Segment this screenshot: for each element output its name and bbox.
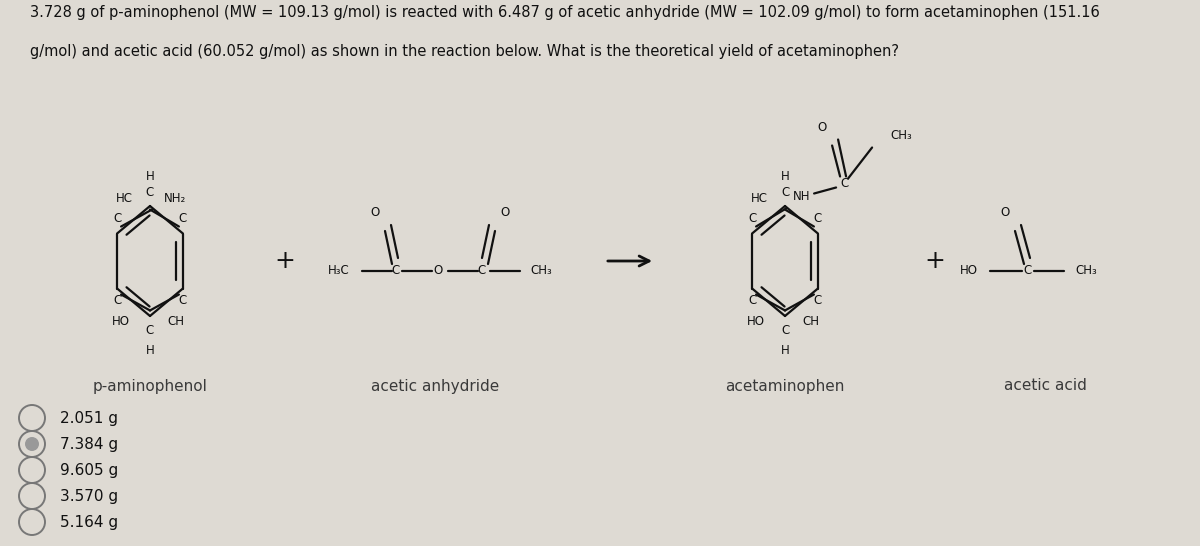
Text: HO: HO [112,315,130,328]
Text: p-aminophenol: p-aminophenol [92,378,208,394]
Text: 3.728 g of p-aminophenol (MW = 109.13 g/mol) is reacted with 6.487 g of acetic a: 3.728 g of p-aminophenol (MW = 109.13 g/… [30,5,1099,20]
Text: C: C [179,212,187,225]
Text: H: H [145,169,155,182]
Text: C: C [478,264,486,277]
Text: NH₂: NH₂ [164,192,186,205]
Text: C: C [391,264,400,277]
Text: O: O [500,206,510,219]
Text: CH₃: CH₃ [1075,264,1097,277]
Text: CH₃: CH₃ [530,264,552,277]
Text: H₃C: H₃C [328,264,349,277]
Text: acetic acid: acetic acid [1003,378,1086,394]
Text: +: + [275,249,295,273]
Text: g/mol) and acetic acid (60.052 g/mol) as shown in the reaction below. What is th: g/mol) and acetic acid (60.052 g/mol) as… [30,44,899,58]
Text: C: C [814,294,822,307]
Text: C: C [113,294,121,307]
Text: 9.605 g: 9.605 g [60,462,119,478]
Text: C: C [113,212,121,225]
Text: 3.570 g: 3.570 g [60,489,118,503]
Text: O: O [817,121,827,134]
Text: C: C [748,294,756,307]
Text: H: H [145,345,155,358]
Text: 2.051 g: 2.051 g [60,411,118,425]
Text: O: O [433,264,443,277]
Text: HO: HO [746,315,764,328]
Text: CH: CH [802,315,820,328]
Text: C: C [146,324,154,337]
Text: C: C [1022,264,1031,277]
Text: H: H [781,169,790,182]
Text: 5.164 g: 5.164 g [60,514,118,530]
Text: +: + [924,249,946,273]
Text: CH₃: CH₃ [890,129,912,142]
Text: C: C [781,324,790,337]
Text: HC: HC [116,192,133,205]
Text: C: C [840,177,848,190]
Text: C: C [781,187,790,199]
Text: C: C [146,187,154,199]
Text: acetic anhydride: acetic anhydride [371,378,499,394]
Text: 7.384 g: 7.384 g [60,436,118,452]
Text: C: C [814,212,822,225]
Text: H: H [781,345,790,358]
Text: O: O [371,206,379,219]
Text: HO: HO [960,264,978,277]
Text: NH: NH [793,190,811,203]
Text: C: C [748,212,756,225]
Text: CH: CH [167,315,184,328]
Text: O: O [1001,206,1009,219]
Text: C: C [179,294,187,307]
Text: acetaminophen: acetaminophen [725,378,845,394]
Circle shape [25,437,38,451]
Text: HC: HC [751,192,768,205]
